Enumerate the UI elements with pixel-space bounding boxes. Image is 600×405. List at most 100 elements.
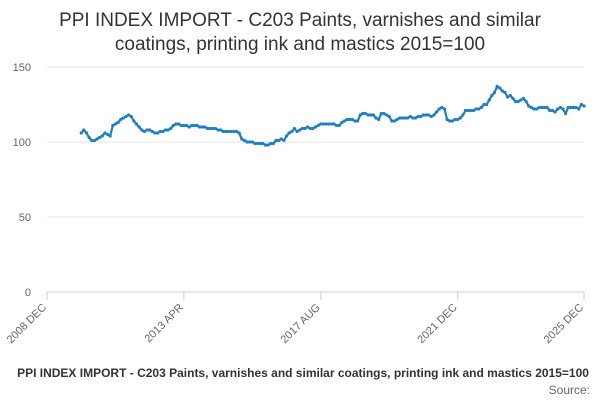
data-point <box>327 122 331 126</box>
data-point <box>569 105 573 110</box>
data-point <box>298 128 302 132</box>
data-point <box>213 126 218 131</box>
data-point <box>469 108 473 113</box>
data-point <box>416 114 420 119</box>
data-point <box>474 107 478 111</box>
data-point <box>258 141 262 146</box>
x-axis: 2008 DEC 2013 APR 2017 AUG 2021 DEC 2025 DEC <box>5 291 586 346</box>
data-point <box>400 116 404 120</box>
data-point <box>574 105 578 110</box>
data-point <box>266 143 270 147</box>
data-point <box>456 117 460 122</box>
data-point <box>208 126 212 131</box>
data-point <box>508 93 512 98</box>
data-point <box>519 98 523 102</box>
data-point <box>113 122 118 126</box>
x-tick-label: 2008 DEC <box>5 302 49 346</box>
data-point <box>242 138 247 143</box>
data-point <box>340 120 344 125</box>
data-point <box>332 122 336 126</box>
data-point <box>482 102 486 107</box>
data-point <box>292 126 297 131</box>
data-point <box>408 114 412 119</box>
data-point <box>245 140 249 144</box>
y-tick-label: 100 <box>13 137 31 149</box>
data-point <box>153 131 157 135</box>
data-point <box>524 99 528 104</box>
data-point <box>261 141 265 146</box>
data-point <box>163 128 168 132</box>
data-point <box>561 107 565 111</box>
data-point <box>116 120 120 125</box>
data-point <box>119 117 123 122</box>
data-point <box>582 104 586 108</box>
data-point <box>448 119 452 123</box>
data-point <box>308 126 312 131</box>
x-tick-label: 2025 DEC <box>542 302 586 346</box>
data-point <box>150 129 154 134</box>
data-point <box>295 129 299 134</box>
data-point <box>334 123 339 128</box>
data-point <box>100 134 104 138</box>
data-point <box>392 119 397 123</box>
data-point <box>542 105 547 110</box>
data-point <box>445 117 449 122</box>
data-point <box>421 113 426 117</box>
data-point <box>158 129 162 134</box>
data-point <box>337 123 341 128</box>
data-point <box>182 123 186 128</box>
data-point <box>498 86 502 90</box>
data-point <box>306 125 310 129</box>
data-point <box>111 123 115 128</box>
data-point <box>556 107 560 111</box>
data-point <box>545 105 549 110</box>
data-point <box>108 134 112 138</box>
data-point <box>548 108 552 113</box>
chart-title-line-2: coatings, printing ink and mastics 2015=… <box>115 34 485 55</box>
data-point <box>490 93 494 98</box>
data-point <box>121 116 125 120</box>
data-point <box>529 105 533 110</box>
data-point <box>145 128 149 132</box>
y-axis: 0 50 100 150 <box>13 62 31 299</box>
data-point <box>84 131 89 135</box>
data-point <box>390 119 394 123</box>
data-point <box>553 110 557 114</box>
y-tick-label: 50 <box>19 212 31 224</box>
data-point <box>321 122 325 126</box>
data-point <box>132 119 136 123</box>
data-point <box>471 108 476 113</box>
data-point <box>277 138 281 143</box>
data-point <box>105 132 110 137</box>
data-point <box>513 99 518 104</box>
data-point <box>495 84 499 89</box>
data-point <box>466 108 470 113</box>
data-point <box>403 116 407 120</box>
data-point <box>356 119 360 123</box>
data-point <box>134 122 139 126</box>
x-tick-label: 2017 AUG <box>279 302 323 346</box>
data-point <box>382 111 386 116</box>
data-point <box>453 117 457 122</box>
data-point <box>284 134 289 138</box>
data-point <box>350 117 354 122</box>
data-point <box>250 140 254 144</box>
x-tick-label: 2013 APR <box>142 302 186 346</box>
data-point <box>540 105 544 110</box>
data-point <box>503 90 507 95</box>
data-point <box>87 135 91 140</box>
data-point <box>379 111 383 116</box>
grid-lines <box>47 66 584 218</box>
data-point <box>345 117 349 122</box>
data-point <box>395 117 399 122</box>
legend-label: PPI INDEX IMPORT - C203 Paints, varnishe… <box>17 366 589 380</box>
data-point <box>427 113 431 117</box>
data-point <box>148 128 152 132</box>
data-point <box>282 138 286 143</box>
chart-title-line-1: PPI INDEX IMPORT - C203 Paints, varnishe… <box>59 10 542 31</box>
y-tick-label: 150 <box>13 62 31 74</box>
data-point <box>532 107 536 111</box>
data-point <box>313 125 318 129</box>
data-point <box>240 137 244 141</box>
data-point <box>535 107 539 111</box>
